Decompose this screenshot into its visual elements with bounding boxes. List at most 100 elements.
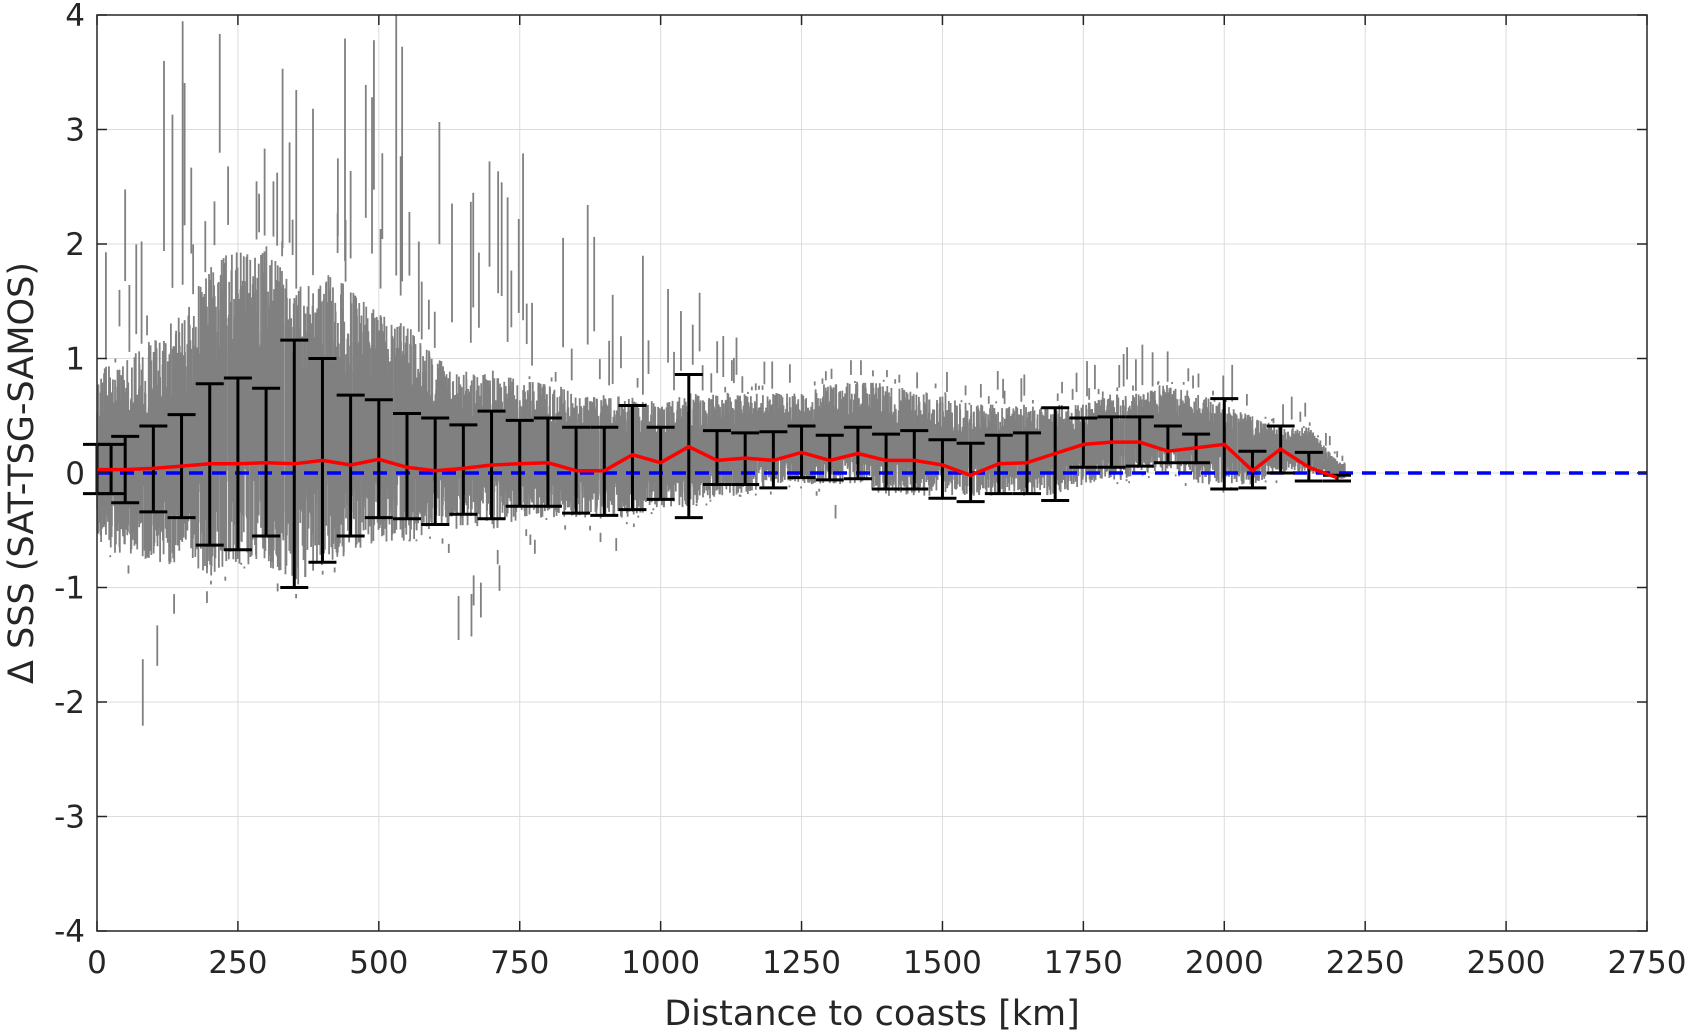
scatter-streak — [400, 341, 402, 521]
scatter-streak — [1253, 434, 1256, 478]
scatter-streak — [215, 368, 218, 513]
scatter-streak — [825, 418, 828, 471]
scatter-streak — [618, 403, 621, 510]
scatter-streak — [695, 430, 698, 483]
scatter-streak — [413, 358, 416, 474]
scatter-streak — [1160, 400, 1162, 461]
scatter-streak — [363, 345, 365, 509]
scatter-streak — [301, 364, 303, 502]
scatter-outlier — [788, 485, 791, 488]
error-bar — [815, 433, 844, 482]
scatter-streak — [933, 425, 935, 461]
scatter-outlier — [1184, 483, 1187, 486]
scatter-streak — [482, 416, 484, 504]
scatter-streak — [406, 328, 409, 490]
scatter-streak — [192, 316, 195, 534]
scatter-outlier — [894, 379, 897, 384]
scatter-streak — [105, 393, 107, 535]
scatter-streak — [227, 314, 230, 560]
scatter-streak — [233, 298, 235, 526]
scatter-streak — [243, 281, 246, 461]
scatter-streak — [633, 401, 635, 494]
scatter-outlier — [673, 351, 675, 391]
scatter-streak — [248, 326, 251, 457]
scatter-streak — [510, 400, 513, 522]
scatter-outlier — [517, 218, 520, 313]
scatter-streak — [1074, 405, 1077, 482]
scatter-streak — [593, 406, 596, 483]
scatter-streak — [768, 399, 771, 456]
scatter-streak — [838, 392, 840, 470]
scatter-streak — [1327, 451, 1330, 472]
scatter-streak — [924, 403, 927, 465]
scatter-outlier — [321, 570, 324, 575]
scatter-streak — [685, 405, 688, 470]
scatter-streak — [896, 423, 899, 465]
scatter-streak — [586, 398, 589, 513]
scatter-streak — [1172, 390, 1175, 455]
scatter-streak — [175, 385, 178, 507]
scatter-streak — [455, 410, 458, 488]
scatter-outlier — [457, 596, 460, 640]
scatter-streak — [140, 369, 143, 523]
scatter-streak — [1191, 409, 1194, 473]
scatter-streak — [993, 431, 996, 493]
scatter-streak — [1197, 421, 1200, 483]
scatter-streak — [1066, 426, 1068, 489]
scatter-outlier — [263, 148, 266, 236]
scatter-streak — [847, 416, 850, 467]
scatter-streak — [230, 254, 233, 497]
scatter-streak — [1183, 403, 1186, 474]
scatter-outlier — [709, 499, 712, 502]
scatter-streak — [216, 332, 219, 532]
scatter-streak — [184, 372, 187, 502]
scatter-outlier — [399, 156, 402, 296]
scatter-streak — [372, 346, 374, 520]
scatter-streak — [1322, 445, 1325, 466]
scatter-streak — [775, 393, 778, 480]
scatter-streak — [507, 391, 510, 499]
scatter-streak — [194, 326, 197, 500]
scatter-streak — [992, 409, 994, 478]
scatter-streak — [995, 414, 998, 468]
scatter-streak — [204, 303, 206, 567]
scatter-streak — [200, 297, 203, 533]
scatter-streak — [1077, 411, 1080, 476]
scatter-streak — [381, 323, 383, 487]
scatter-outlier — [213, 201, 216, 246]
scatter-streak — [1107, 402, 1109, 463]
scatter-streak — [1289, 436, 1292, 462]
scatter-outlier — [488, 161, 491, 267]
scatter-streak — [444, 379, 447, 510]
scatter-outlier — [850, 360, 852, 375]
scatter-streak — [1044, 427, 1047, 468]
scatter-outlier — [739, 494, 742, 497]
scatter-streak — [886, 386, 889, 465]
scatter-streak — [899, 407, 902, 476]
scatter-outlier — [141, 659, 144, 726]
scatter-streak — [835, 384, 838, 454]
scatter-streak — [908, 399, 911, 477]
scatter-streak — [833, 412, 836, 474]
scatter-outlier — [882, 379, 885, 382]
scatter-outlier — [815, 491, 818, 496]
scatter-outlier — [860, 360, 862, 376]
scatter-streak — [957, 430, 959, 467]
scatter-outlier — [1264, 416, 1267, 419]
scatter-streak — [408, 399, 411, 484]
scatter-outlier — [995, 401, 998, 404]
scatter-streak — [521, 406, 523, 486]
scatter-streak — [160, 397, 163, 532]
scatter-outlier — [562, 237, 564, 348]
scatter-streak — [148, 390, 151, 519]
scatter-streak — [1013, 419, 1016, 467]
scatter-outlier — [1213, 399, 1216, 402]
scatter-outlier — [240, 562, 243, 565]
scatter-streak — [447, 378, 450, 502]
scatter-streak — [867, 405, 870, 459]
scatter-outlier — [722, 336, 725, 377]
y-tick-label: 1 — [65, 342, 85, 378]
scatter-streak — [450, 400, 453, 517]
scatter-streak — [855, 389, 858, 462]
scatter-streak — [1256, 421, 1258, 471]
